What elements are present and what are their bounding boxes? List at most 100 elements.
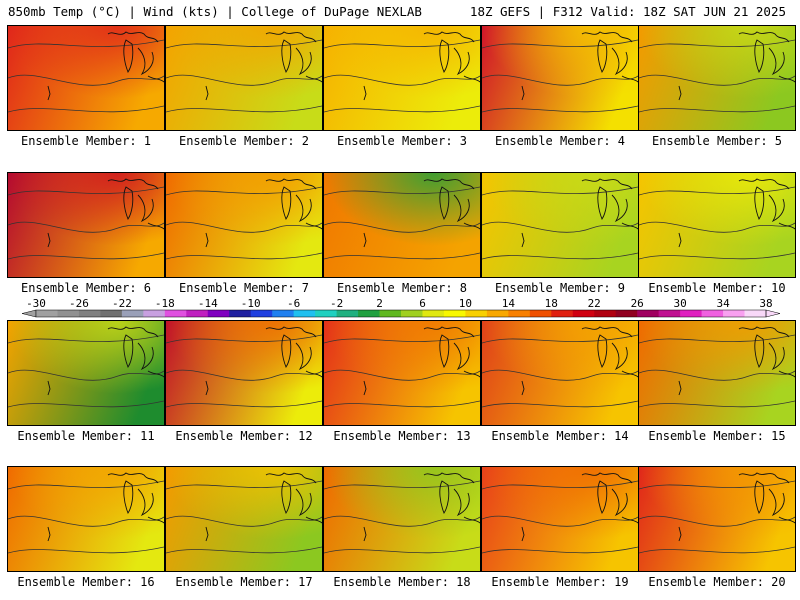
ensemble-map-12 [165, 320, 323, 426]
colorbar-swatch [229, 310, 252, 317]
ensemble-map-5 [638, 25, 796, 131]
ensemble-map-19 [481, 466, 639, 572]
colorbar-tick-label: 22 [588, 297, 601, 310]
colorbar-tick-label: -22 [112, 297, 132, 310]
colorbar-tick-label: -6 [287, 297, 300, 310]
ensemble-map-13 [323, 320, 481, 426]
coastline-outline [47, 31, 164, 101]
height-contours [482, 480, 638, 554]
ensemble-member-label: Ensemble Member: 2 [178, 134, 310, 148]
colorbar-tick-label: -10 [241, 297, 261, 310]
height-contours [166, 39, 322, 113]
colorbar-swatch [744, 310, 767, 317]
ensemble-member-label: Ensemble Member: 15 [648, 429, 786, 443]
colorbar-tick-label: 2 [376, 297, 383, 310]
colorbar-swatch [529, 310, 552, 317]
height-contours [324, 39, 480, 113]
height-contours [639, 334, 795, 408]
colorbar-swatch [615, 310, 638, 317]
ensemble-member-label: Ensemble Member: 18 [333, 575, 471, 589]
map-title: 850mb Temp (°C) | Wind (kts) | College o… [8, 4, 422, 19]
ensemble-map-15 [638, 320, 796, 426]
height-contours [639, 480, 795, 554]
colorbar-low-arrow [21, 309, 37, 318]
colorbar-swatch [250, 310, 273, 317]
height-contours [8, 480, 164, 554]
ensemble-member-label: Ensemble Member: 17 [175, 575, 313, 589]
coastline-outline [521, 31, 638, 101]
colorbar-swatch [315, 310, 337, 317]
colorbar-tick-label: -14 [198, 297, 218, 310]
height-contours [482, 186, 638, 260]
temperature-colorbar: -30 -26 -22 -18 -14 -10 -6 -2 2 6 10 14 18 22 26 30 34 38… [21, 297, 781, 318]
height-contours [482, 39, 638, 113]
colorbar-swatch [57, 310, 80, 317]
colorbar-tick-label: 30 [673, 297, 686, 310]
colorbar-tick-label: -26 [69, 297, 89, 310]
colorbar-tick-label: 34 [716, 297, 730, 310]
colorbar-swatch [164, 310, 187, 317]
coastline-outline [47, 326, 164, 396]
coastline-outline [363, 326, 480, 396]
colorbar-swatch [572, 310, 595, 317]
ensemble-member-label: Ensemble Member: 13 [333, 429, 471, 443]
ensemble-map-18 [323, 466, 481, 572]
ensemble-map-6 [7, 172, 165, 278]
height-contours [639, 186, 795, 260]
ensemble-map-16 [7, 466, 165, 572]
colorbar-swatch [186, 310, 209, 317]
ensemble-map-2 [165, 25, 323, 131]
coastline-outline [205, 472, 322, 542]
colorbar-tick-label: 26 [631, 297, 644, 310]
ensemble-member-label: Ensemble Member: 5 [651, 134, 783, 148]
coastline-outline [205, 326, 322, 396]
height-contours [166, 334, 322, 408]
colorbar-swatch [100, 310, 123, 317]
colorbar-swatch [637, 310, 660, 317]
ensemble-member-label: Ensemble Member: 6 [20, 281, 152, 295]
ensemble-member-label: Ensemble Member: 7 [178, 281, 310, 295]
colorbar-swatch [293, 310, 316, 317]
ensemble-map-10 [638, 172, 796, 278]
colorbar-swatch [379, 310, 402, 317]
colorbar-tick-label: 10 [459, 297, 472, 310]
ensemble-map-3 [323, 25, 481, 131]
ensemble-member-label: Ensemble Member: 3 [336, 134, 468, 148]
colorbar-swatch [121, 310, 144, 317]
colorbar-tick-label: -30 [26, 297, 46, 310]
valid-time: 18Z GEFS | F312 Valid: 18Z SAT JUN 21 20… [469, 4, 786, 19]
height-contours [639, 39, 795, 113]
colorbar-tick-label: 14 [502, 297, 516, 310]
height-contours [324, 186, 480, 260]
coastline-outline [521, 472, 638, 542]
colorbar-swatch [486, 310, 509, 317]
ensemble-map-11 [7, 320, 165, 426]
coastline-outline [47, 472, 164, 542]
ensemble-member-label: Ensemble Member: 4 [494, 134, 626, 148]
ensemble-map-7 [165, 172, 323, 278]
colorbar-tick-label: 6 [419, 297, 426, 310]
coastline-outline [363, 31, 480, 101]
colorbar-swatch [272, 310, 295, 317]
ensemble-map-14 [481, 320, 639, 426]
colorbar-high-arrow [765, 309, 781, 318]
ensemble-map-20 [638, 466, 796, 572]
colorbar-swatch [594, 310, 617, 317]
ensemble-member-label: Ensemble Member: 19 [491, 575, 629, 589]
coastline-outline [678, 31, 795, 101]
coastline-outline [521, 178, 638, 248]
height-contours [166, 480, 322, 554]
height-contours [8, 39, 164, 113]
colorbar-swatch [143, 310, 166, 317]
coastline-outline [363, 178, 480, 248]
height-contours [8, 186, 164, 260]
coastline-outline [678, 472, 795, 542]
height-contours [324, 480, 480, 554]
height-contours [8, 334, 164, 408]
coastline-outline [678, 178, 795, 248]
coastline-outline [363, 472, 480, 542]
colorbar-swatch [36, 310, 58, 317]
ensemble-member-label: Ensemble Member: 14 [491, 429, 629, 443]
colorbar-swatch [422, 310, 445, 317]
coastline-outline [205, 31, 322, 101]
